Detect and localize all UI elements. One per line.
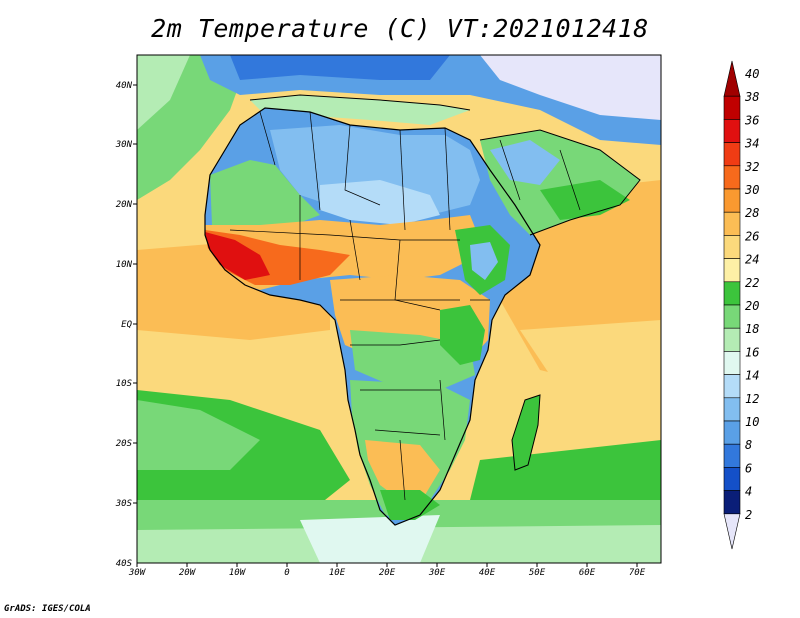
iran-plateau — [520, 70, 650, 110]
arabia-coastline — [479, 129, 641, 236]
colorbar-label: 30 — [744, 183, 759, 197]
lon-label-60e: 60E — [579, 568, 596, 578]
lat-label-30s: 30S — [115, 499, 133, 509]
lon-label-20e: 20E — [379, 568, 396, 578]
colorbar-label: 2 — [745, 508, 752, 522]
lat-label-40n: 40N — [116, 81, 133, 91]
axis-ticks — [133, 84, 638, 567]
europe-colder — [230, 55, 450, 80]
europe-coastline — [249, 94, 471, 111]
colorbar-swatch — [723, 490, 741, 515]
colorbar-label: 28 — [745, 206, 759, 220]
south-africa-cool — [380, 490, 440, 520]
colorbar-label: 24 — [745, 253, 759, 267]
map-title: 2m Temperature (C) VT:2021012418 — [151, 14, 649, 43]
colorbar-label: 22 — [745, 276, 759, 290]
grads-credit: GrADS: IGES/COLA — [4, 604, 91, 614]
lon-label-20w: 20W — [179, 568, 197, 578]
colorbar-label: 40 — [745, 67, 759, 81]
colorbar-swatch — [723, 420, 741, 445]
lat-label-30n: 30N — [115, 140, 133, 150]
indian-ocean-mid — [520, 320, 661, 420]
lon-label-30w: 30W — [128, 568, 147, 578]
colorbar-swatch — [723, 443, 741, 468]
colorbar-swatch — [723, 95, 741, 120]
colorbar-swatch — [723, 258, 741, 283]
colorbar-swatch — [723, 281, 741, 306]
colorbar-swatch — [723, 60, 741, 97]
map-field — [137, 55, 661, 563]
colorbar-label: 14 — [745, 369, 759, 383]
lat-label-eq: EQ — [121, 320, 132, 330]
colorbar-swatch — [723, 374, 741, 399]
colorbar-swatch — [723, 327, 741, 352]
latitude-axis: 40N 30N 20N 10N EQ 10S 20S 30S 40S — [115, 81, 133, 569]
colorbar-label: 8 — [745, 438, 752, 452]
colorbar-swatch — [723, 513, 741, 550]
arabia-south — [540, 180, 630, 220]
colorbar-label: 18 — [745, 322, 759, 336]
colorbar-label: 16 — [745, 345, 759, 359]
southern-ocean-coolest — [300, 515, 440, 563]
colorbar-label: 36 — [744, 113, 759, 127]
lon-label-30e: 30E — [428, 568, 446, 578]
south-atlantic-light — [137, 400, 260, 470]
colorbar-swatch — [723, 119, 741, 143]
country-borders — [229, 111, 581, 501]
colorbar-label: 32 — [744, 160, 759, 174]
colorbar-label: 20 — [745, 299, 759, 313]
colorbar-label: 6 — [745, 461, 752, 475]
map-frame — [136, 54, 662, 564]
colorbar-swatch — [723, 188, 741, 213]
east-africa-highlands — [440, 305, 485, 365]
arabia-cool — [490, 140, 560, 185]
madagascar-coastline — [511, 394, 541, 471]
colorbar-swatch — [723, 165, 741, 190]
colorbar-label: 10 — [745, 415, 759, 429]
africa-coastline — [204, 107, 541, 526]
colorbar-swatch — [723, 397, 741, 422]
lat-label-20n: 20N — [116, 200, 133, 210]
colorbar-swatch — [723, 142, 741, 167]
lat-label-40s: 40S — [116, 559, 133, 569]
mediterranean-sea — [250, 95, 470, 125]
lon-label-40e: 40E — [479, 568, 496, 578]
lon-label-10w: 10W — [229, 568, 247, 578]
west-africa-hottest — [205, 232, 270, 280]
west-sahara-green — [210, 160, 320, 230]
colorbar: 40 38 36 34 32 30 28 26 24 22 20 18 16 14 12 10 8 6 4 2 — [723, 60, 759, 550]
colorbar-label: 12 — [745, 392, 759, 406]
madagascar — [512, 395, 540, 470]
lon-label-10e: 10E — [329, 568, 346, 578]
sahara-light — [320, 180, 440, 225]
longitude-axis: 30W 20W 10W 0 10E 20E 30E 40E 50E 60E 70… — [128, 568, 646, 578]
lat-label-10n: 10N — [116, 260, 133, 270]
colorbar-swatch — [723, 467, 741, 491]
colorbar-swatch — [723, 211, 741, 236]
colorbar-label: 34 — [744, 137, 759, 151]
colorbar-label: 26 — [745, 229, 759, 243]
ethiopia-cool — [470, 242, 498, 280]
lon-label-50e: 50E — [529, 568, 546, 578]
colorbar-swatch — [723, 351, 741, 375]
lat-label-10s: 10S — [116, 379, 133, 389]
north-atlantic-cooler — [137, 55, 190, 130]
lon-label-70e: 70E — [629, 568, 646, 578]
colorbar-label: 38 — [744, 90, 759, 104]
lat-label-20s: 20S — [116, 439, 133, 449]
lon-label-0: 0 — [284, 568, 289, 578]
colorbar-label: 4 — [745, 485, 752, 499]
colorbar-swatch — [723, 304, 741, 329]
colorbar-swatch — [723, 235, 741, 259]
